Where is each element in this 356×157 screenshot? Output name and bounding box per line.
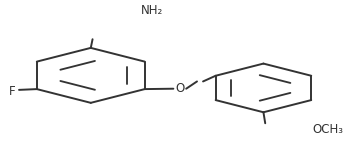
Text: F: F [9,85,16,97]
Text: NH₂: NH₂ [141,4,163,17]
Text: O: O [175,82,184,95]
Text: OCH₃: OCH₃ [313,123,344,136]
